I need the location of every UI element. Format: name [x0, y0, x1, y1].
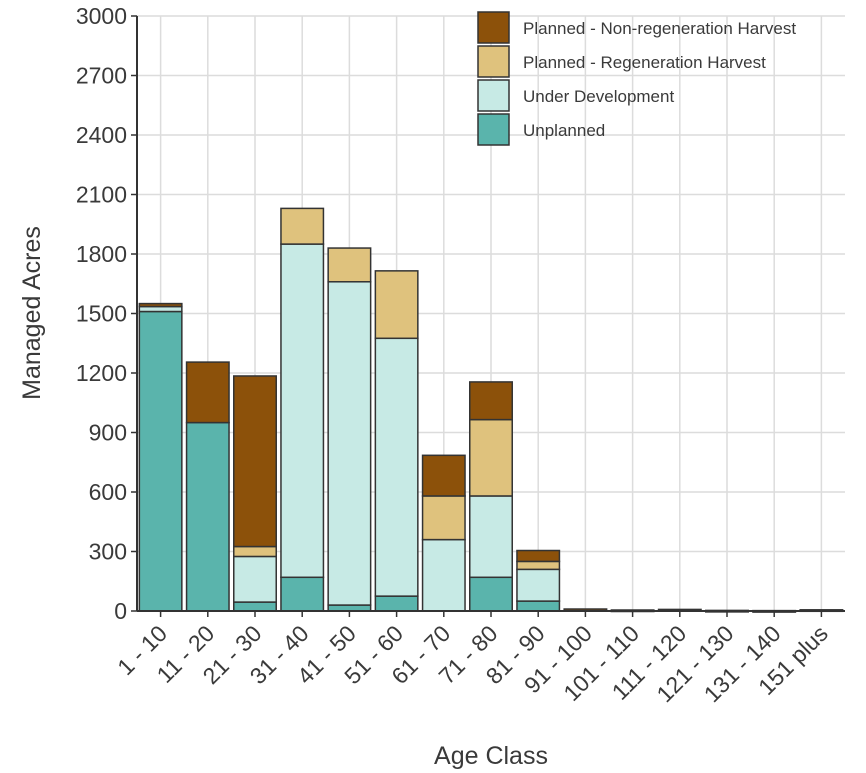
- legend-swatch: [477, 11, 510, 44]
- bar-segment: [280, 207, 325, 245]
- bar-segment: [185, 361, 230, 424]
- bar-segment: [516, 549, 561, 563]
- bar-segment: [421, 538, 466, 612]
- y-tick-label: 2400: [76, 122, 127, 148]
- legend-swatch: [477, 113, 510, 146]
- y-tick-label: 1500: [76, 301, 127, 327]
- bar-segment: [516, 568, 561, 602]
- bar-segment: [516, 560, 561, 571]
- bar-segment: [469, 381, 513, 421]
- y-tick-label: 600: [89, 479, 127, 505]
- bar-segment: [233, 545, 277, 558]
- bar-segment: [469, 495, 513, 579]
- bar-segment: [327, 247, 372, 283]
- axes: [131, 15, 845, 617]
- legend-label: Planned - Non-regeneration Harvest: [523, 19, 796, 38]
- legend-label: Unplanned: [523, 121, 605, 140]
- bar-segment: [516, 600, 561, 612]
- bar-segment: [374, 337, 419, 597]
- bar-segment: [421, 495, 466, 541]
- bar-segment: [138, 310, 183, 612]
- y-tick-label: 3000: [76, 3, 127, 29]
- bar-segment: [233, 555, 277, 603]
- y-tick-label: 2100: [76, 182, 127, 208]
- bar-segment: [469, 418, 513, 497]
- y-tick-label: 1800: [76, 241, 127, 267]
- bar-segment: [138, 302, 183, 308]
- bar-segment: [280, 576, 325, 612]
- y-tick-label: 900: [89, 420, 127, 446]
- bar-segment: [469, 576, 513, 612]
- legend: Planned - Non-regeneration Harvest Planne…: [477, 11, 796, 146]
- bar-segment: [374, 270, 419, 340]
- legend-swatch: [477, 45, 510, 78]
- legend-swatch: [477, 79, 510, 112]
- y-tick-label: 2700: [76, 63, 127, 89]
- legend-label: Planned - Regeneration Harvest: [523, 53, 766, 72]
- x-axis-title: Age Class: [434, 742, 548, 770]
- y-tick-label: 300: [89, 539, 127, 565]
- y-axis-title: Managed Acres: [18, 226, 46, 400]
- bar-segment: [421, 454, 466, 497]
- y-tick-label: 1200: [76, 360, 127, 386]
- y-tick-label: 0: [114, 598, 127, 624]
- bar-segment: [327, 281, 372, 606]
- legend-label: Under Development: [523, 87, 674, 106]
- bar-segment: [280, 243, 325, 579]
- bar-segment: [233, 375, 277, 548]
- bar-segment: [233, 601, 277, 612]
- bar-segment: [185, 421, 230, 612]
- bar-segment: [374, 595, 419, 612]
- y-tick-labels: 0 300 600 900 1200 1500 1800 2100 2400 2700 3000: [76, 3, 127, 624]
